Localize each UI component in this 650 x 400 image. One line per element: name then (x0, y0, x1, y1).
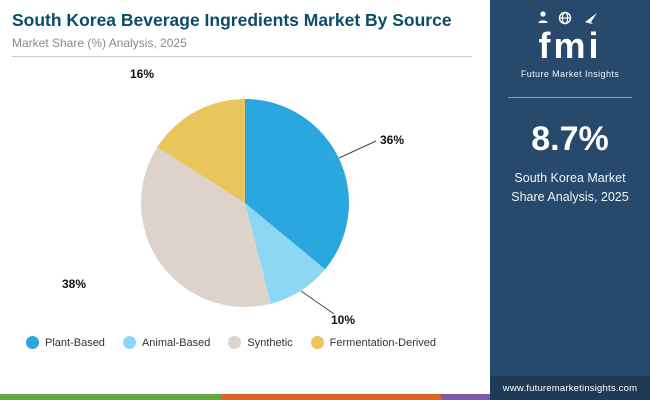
pie-svg (141, 98, 377, 315)
sidebar-divider (508, 97, 632, 98)
strip-segment-purple (441, 394, 490, 400)
footer-color-strip (0, 394, 490, 400)
header-divider (12, 55, 472, 57)
pie-slice-synthetic (141, 147, 271, 307)
pie-slice-animal-based (245, 202, 326, 304)
pie-label-synthetic: 38% (62, 276, 87, 291)
pie-chart: 36% 10% 38% 16% (0, 57, 490, 329)
page-title: South Korea Beverage Ingredients Market … (12, 10, 452, 30)
legend-dot-plant-based (26, 336, 39, 350)
legend-item-plant-based: Plant-Based (26, 336, 105, 350)
market-share-value: 8.7% (531, 120, 609, 158)
leader-line-animal-based (300, 290, 335, 315)
pie-label-fermentation-derived: 16% (130, 66, 155, 81)
pie-label-plant-based: 36% (380, 132, 405, 147)
legend-label: Fermentation-Derived (329, 336, 437, 349)
legend-label: Animal-Based (141, 336, 211, 349)
pie-label-animal-based: 10% (331, 312, 356, 327)
website-url[interactable]: www.futuremarketinsights.com (490, 376, 650, 400)
legend-item-fermentation-derived: Fermentation-Derived (310, 336, 437, 350)
legend-label: Plant-Based (45, 336, 105, 349)
chart-legend: Plant-Based Animal-Based Synthetic Ferme… (0, 329, 490, 357)
legend-dot-animal-based (122, 336, 136, 350)
fmi-logo-icons (538, 11, 597, 25)
legend-dot-synthetic (228, 336, 242, 350)
pie-slice-fermentation-derived (157, 98, 245, 203)
fmi-logo-text: fmi (538, 25, 602, 66)
legend-item-animal-based: Animal-Based (122, 336, 211, 350)
fmi-logo-caption: Future Market Insights (520, 69, 620, 79)
legend-label: Synthetic (247, 336, 293, 349)
legend-item-synthetic: Synthetic (228, 336, 293, 350)
brand-sidebar: fmi Future Market Insights 8.7% South Ko… (490, 0, 650, 400)
strip-segment-orange (220, 394, 441, 400)
pie-slice-plant-based (245, 98, 349, 270)
market-share-caption: South Korea Market Share Analysis, 2025 (511, 171, 629, 204)
chart-header: South Korea Beverage Ingredients Market … (0, 0, 490, 57)
page-subtitle: Market Share (%) Analysis, 2025 (12, 35, 187, 50)
strip-segment-green (0, 394, 221, 400)
leader-line-plant-based (338, 140, 377, 159)
chart-panel: South Korea Beverage Ingredients Market … (0, 0, 490, 400)
legend-dot-fermentation-derived (310, 336, 324, 350)
